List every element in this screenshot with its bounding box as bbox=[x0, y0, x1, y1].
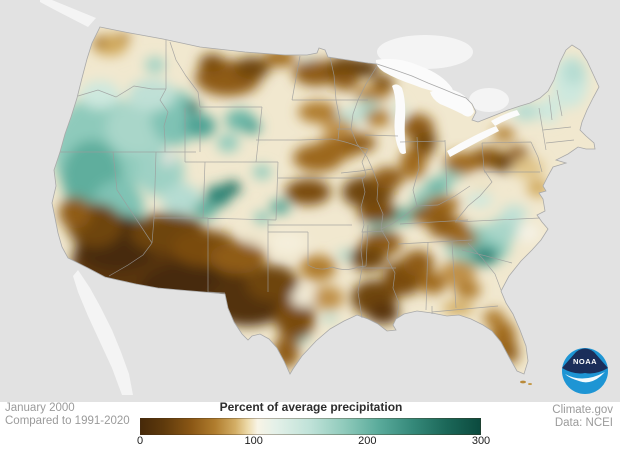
anomaly-blob bbox=[467, 193, 493, 207]
anomaly-blob bbox=[340, 133, 376, 153]
lake-huron bbox=[430, 88, 474, 117]
anomaly-blob bbox=[253, 165, 271, 179]
legend-tick: 0 bbox=[136, 435, 144, 447]
anomaly-blob bbox=[354, 87, 390, 101]
anomaly-blob bbox=[246, 265, 298, 301]
lake-erie bbox=[447, 126, 499, 157]
anomaly-blob bbox=[507, 146, 529, 160]
anomaly-blob bbox=[323, 314, 337, 322]
baja-california-landmass bbox=[73, 270, 133, 395]
legend-title: Percent of average precipitation bbox=[219, 400, 403, 414]
anomaly-blob bbox=[440, 260, 476, 286]
anomaly-blob bbox=[501, 205, 527, 223]
noaa-logo-seagull-swoosh bbox=[565, 372, 605, 383]
anomaly-blob bbox=[512, 157, 544, 179]
us-precipitation-map: NOAA bbox=[0, 0, 620, 402]
lake-superior bbox=[375, 58, 453, 94]
anomaly-blob bbox=[300, 255, 336, 281]
anomaly-blob bbox=[210, 242, 266, 274]
anomaly-blob bbox=[446, 229, 478, 247]
anomaly-blob bbox=[162, 150, 174, 166]
anomaly-blob bbox=[217, 134, 239, 152]
great-lakes bbox=[375, 58, 520, 157]
anomaly-blob bbox=[331, 74, 359, 90]
anomaly-blob bbox=[275, 296, 315, 340]
anomaly-blob bbox=[486, 218, 522, 242]
anomaly-blob bbox=[254, 212, 270, 224]
anomaly-blob bbox=[162, 184, 202, 216]
anomaly-blob bbox=[478, 252, 494, 262]
precipitation-anomaly-field bbox=[52, 33, 588, 368]
anomaly-blob bbox=[243, 120, 261, 134]
anomaly-blob bbox=[425, 178, 451, 194]
anomaly-blob bbox=[326, 56, 366, 80]
anomaly-blob bbox=[350, 245, 386, 271]
anomaly-blob bbox=[145, 57, 165, 73]
anomaly-blob bbox=[199, 54, 225, 72]
anomaly-blob bbox=[312, 286, 344, 310]
caption-site: Climate.gov bbox=[552, 404, 613, 416]
anomaly-blob bbox=[322, 119, 354, 137]
anomaly-blob bbox=[538, 97, 560, 123]
anomaly-blob bbox=[357, 100, 379, 112]
anomaly-blob bbox=[270, 200, 290, 214]
noaa-logo: NOAA bbox=[562, 348, 608, 394]
caption-date: January 2000 bbox=[5, 402, 75, 414]
anomaly-blob bbox=[245, 231, 265, 245]
anomaly-blob bbox=[563, 59, 585, 85]
anomaly-blob bbox=[291, 289, 315, 307]
anomaly-blob bbox=[365, 109, 391, 127]
anomaly-blob bbox=[358, 202, 398, 224]
lake-ontario bbox=[491, 110, 520, 126]
anomaly-blob bbox=[59, 197, 91, 229]
us-coast-outline bbox=[51, 26, 600, 375]
anomaly-blob bbox=[419, 272, 447, 294]
legend-tick: 100 bbox=[244, 435, 263, 447]
anomaly-blob bbox=[193, 201, 217, 219]
caption-source-block: Climate.gov Data: NCEI bbox=[552, 404, 613, 429]
anomaly-blob bbox=[455, 281, 481, 299]
anomaly-blob bbox=[415, 132, 437, 150]
caption-data-source: Data: NCEI bbox=[554, 416, 613, 429]
anomaly-blob bbox=[117, 33, 131, 41]
state-borders bbox=[60, 40, 575, 319]
anomaly-blob bbox=[223, 181, 241, 195]
legend-tick: 200 bbox=[358, 435, 377, 447]
anomaly-blob bbox=[372, 167, 404, 189]
caption-baseline: Compared to 1991-2020 bbox=[5, 414, 130, 427]
anomaly-blob bbox=[128, 79, 176, 111]
florida-keys bbox=[520, 380, 526, 384]
anomaly-blob bbox=[402, 250, 434, 276]
anomaly-blob bbox=[93, 37, 107, 47]
anomaly-blob bbox=[513, 103, 539, 121]
anomaly-blob bbox=[80, 81, 120, 109]
anomaly-blob bbox=[285, 179, 331, 205]
anomaly-blob bbox=[298, 101, 338, 123]
anomaly-blob bbox=[270, 232, 306, 254]
anomaly-blob bbox=[516, 224, 540, 242]
anomaly-blob bbox=[234, 57, 270, 79]
anomaly-blob bbox=[293, 144, 343, 172]
georgian-bay-area bbox=[469, 88, 509, 112]
anomaly-blob bbox=[187, 101, 199, 113]
anomaly-blob bbox=[442, 301, 474, 315]
anomaly-blob bbox=[490, 154, 516, 172]
lake-michigan bbox=[392, 84, 406, 154]
vancouver-island-landmass bbox=[40, 0, 96, 27]
florida-keys bbox=[528, 383, 532, 385]
anomaly-blob bbox=[483, 309, 505, 327]
caption-date-block: January 2000 Compared to 1991-2020 bbox=[5, 402, 130, 427]
noaa-logo-text: NOAA bbox=[573, 357, 597, 366]
legend-color-bar bbox=[140, 418, 481, 435]
us-landmass bbox=[52, 27, 599, 374]
noaa-logo-bird-shape bbox=[562, 348, 608, 374]
anomaly-blob bbox=[472, 178, 494, 192]
anomaly-blob bbox=[336, 109, 368, 123]
anomaly-blob bbox=[338, 250, 352, 260]
anomaly-blob bbox=[367, 302, 399, 324]
legend-tick: 300 bbox=[471, 435, 491, 447]
